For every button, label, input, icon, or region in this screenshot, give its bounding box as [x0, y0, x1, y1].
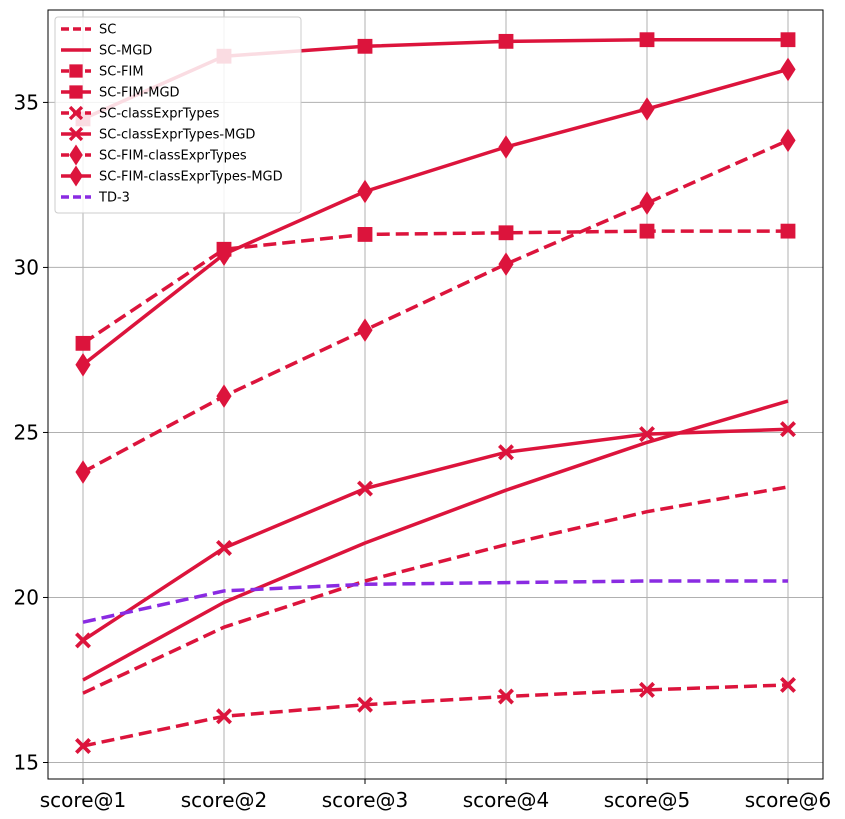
data-point	[639, 223, 655, 239]
plot-frame	[47, 9, 824, 780]
legend: SC SC-MGD SC-FIM SC-FIM-MGD SC-classExprType…	[54, 16, 302, 214]
legend-marker	[69, 144, 83, 166]
data-point	[75, 353, 91, 377]
legend-item: SC	[61, 23, 116, 38]
series-line	[82, 427, 789, 642]
series-1	[82, 399, 789, 682]
series-line	[82, 579, 788, 624]
legend-item: TD-3	[61, 191, 130, 206]
legend-label: SC	[99, 23, 116, 38]
data-point	[639, 32, 655, 48]
legend-marker	[68, 126, 84, 142]
data-point	[357, 318, 373, 342]
data-point	[639, 191, 655, 215]
series-line	[81, 67, 789, 367]
x-tick-label: score@1	[40, 788, 126, 812]
data-point	[357, 227, 373, 242]
legend-label: SC-FIM	[99, 65, 144, 80]
x-tick-label: score@3	[322, 788, 408, 812]
series-4	[75, 676, 796, 754]
data-point	[498, 225, 514, 241]
legend-label: SC-FIM-classExprTypes-MGD	[99, 170, 283, 185]
x-tick-label: score@6	[745, 788, 831, 812]
data-point	[357, 179, 373, 204]
data-point	[216, 539, 232, 556]
series-7	[75, 57, 796, 377]
y-tick-label: 20	[14, 585, 39, 609]
legend-label: SC-FIM-MGD	[99, 86, 180, 101]
data-point	[639, 681, 655, 698]
series-line	[82, 138, 789, 474]
data-point	[357, 696, 373, 713]
data-point	[780, 676, 796, 693]
legend-marker	[69, 165, 83, 187]
legend-item: SC-FIM-classExprTypes	[61, 144, 247, 166]
data-point	[357, 480, 373, 497]
y-tick-label: 35	[14, 90, 39, 114]
y-tick-label: 30	[14, 255, 39, 279]
series-line	[82, 229, 788, 345]
data-point	[498, 252, 514, 276]
legend-label: TD-3	[98, 191, 130, 206]
legend-box	[54, 16, 302, 214]
x-tick-label: score@4	[463, 788, 549, 812]
series-6	[75, 128, 796, 484]
data-point	[216, 384, 232, 408]
data-point	[780, 223, 796, 239]
y-tick-label: 15	[14, 750, 39, 774]
data-point	[75, 632, 91, 649]
data-point	[498, 444, 514, 461]
data-point	[639, 97, 655, 121]
legend-label: SC-MGD	[99, 44, 152, 59]
data-point	[639, 426, 655, 443]
legend-marker	[68, 105, 84, 121]
legend-item: SC-FIM-MGD	[61, 85, 180, 101]
x-tick-label: score@5	[604, 788, 690, 812]
data-point	[216, 242, 232, 267]
data-point	[780, 32, 796, 48]
legend-item: SC-FIM	[61, 64, 144, 80]
series-line	[82, 399, 789, 682]
series-0	[82, 485, 789, 695]
data-point	[498, 33, 514, 49]
legend-item: SC-FIM-classExprTypes-MGD	[61, 165, 283, 187]
x-axis: score@1 score@2 score@3 score@4 score@5 score…	[40, 779, 831, 812]
legend-marker	[69, 64, 83, 78]
data-point	[216, 708, 232, 725]
series-2	[75, 223, 796, 351]
series-line	[82, 683, 789, 748]
legend-item: SC-MGD	[61, 44, 152, 59]
data-point	[780, 421, 796, 438]
data-point	[780, 57, 796, 82]
series-8	[82, 579, 788, 624]
data-point	[75, 460, 91, 484]
data-point	[498, 135, 514, 159]
legend-item: SC-classExprTypes-MGD	[61, 126, 255, 143]
legend-label: SC-FIM-classExprTypes	[99, 149, 247, 164]
data-point	[498, 688, 514, 705]
data-point	[357, 38, 373, 54]
y-axis: 15 20 25 30 35	[14, 90, 48, 774]
legend-item: SC-classExprTypes	[61, 105, 220, 122]
x-tick-label: score@2	[181, 788, 267, 812]
data-point	[780, 128, 796, 153]
legend-label: SC-classExprTypes	[99, 107, 220, 122]
series-5	[75, 421, 796, 649]
legend-label: SC-classExprTypes-MGD	[99, 128, 255, 143]
y-tick-label: 25	[14, 420, 39, 444]
series-line	[82, 485, 789, 695]
data-point	[75, 335, 91, 351]
data-point	[75, 738, 91, 754]
legend-marker	[69, 85, 83, 99]
